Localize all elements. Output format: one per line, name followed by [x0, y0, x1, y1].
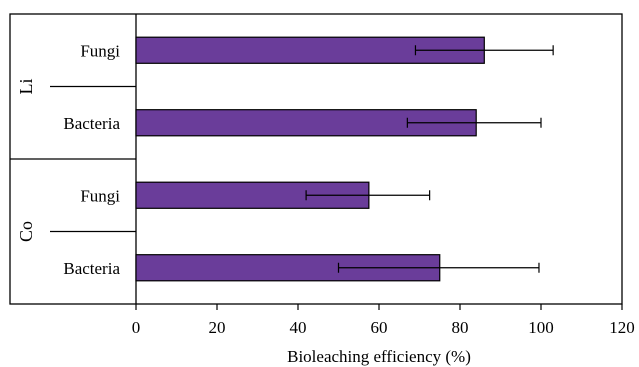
x-tick-label: 120	[609, 318, 635, 337]
x-tick-label: 80	[452, 318, 469, 337]
category-label: Bacteria	[63, 114, 120, 133]
category-label: Fungi	[80, 186, 120, 205]
group-label-co: Co	[16, 221, 36, 242]
category-label: Bacteria	[63, 259, 120, 278]
x-tick-label: 20	[209, 318, 226, 337]
x-tick-label: 0	[132, 318, 141, 337]
x-axis-title: Bioleaching efficiency (%)	[287, 347, 471, 366]
x-tick-label: 40	[290, 318, 307, 337]
group-label-li: Li	[16, 79, 36, 95]
x-tick-label: 60	[371, 318, 388, 337]
category-label: Fungi	[80, 41, 120, 60]
labels-layer: Fungi Bacteria Fungi Bacteria Li Co	[10, 41, 136, 278]
bars-layer	[135, 36, 554, 282]
x-axis: 0 20 40 60 80 100 120	[132, 304, 635, 337]
x-tick-label: 100	[528, 318, 554, 337]
